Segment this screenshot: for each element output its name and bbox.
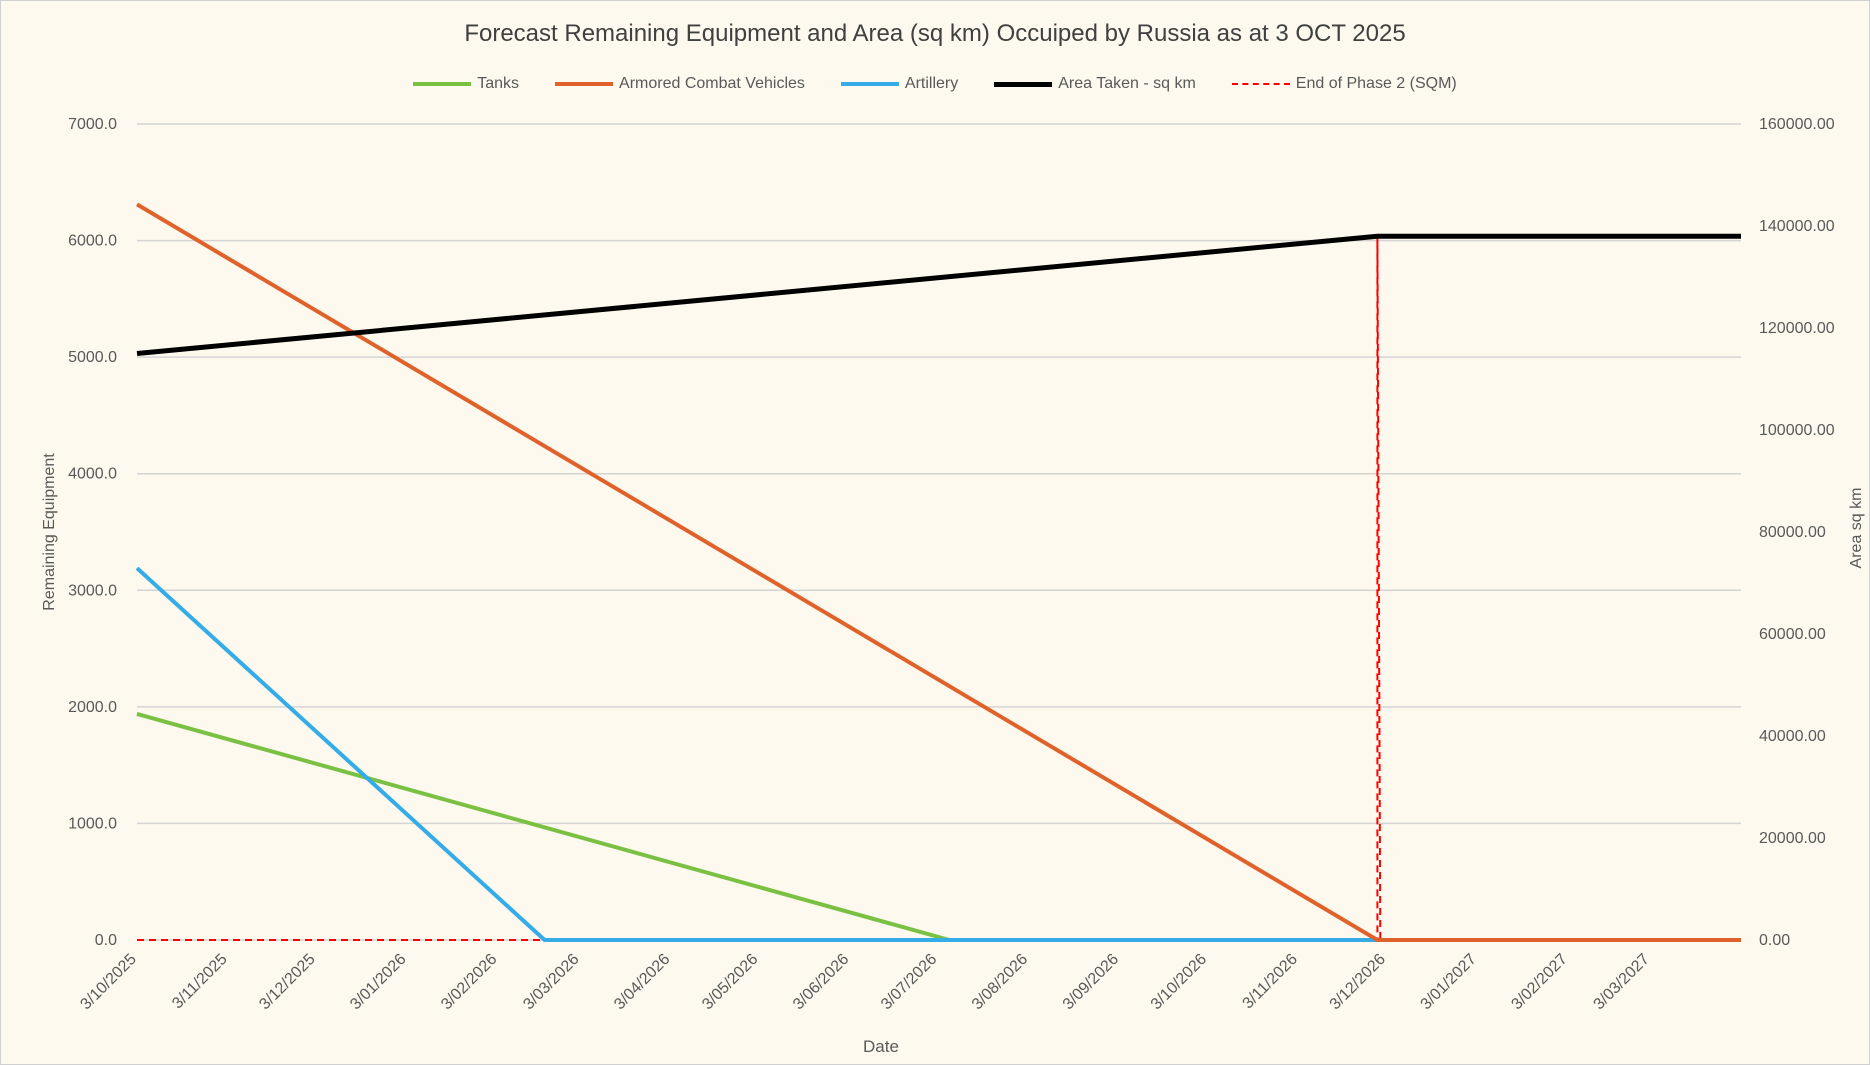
legend-label: Area Taken - sq km (1058, 75, 1196, 92)
y2-tick-label: 20000.00 (1759, 830, 1826, 847)
y2-tick-label: 160000.00 (1759, 116, 1835, 133)
series-line-area-taken-sq-km (136, 233, 1741, 356)
x-tick-label: 3/06/2026 (790, 951, 852, 1013)
legend-item: Artillery (840, 75, 959, 93)
y2-tick-label: 60000.00 (1759, 626, 1826, 643)
x-tick-label: 3/01/2027 (1418, 951, 1480, 1013)
y-axis-title: Remaining Equipment (41, 453, 58, 611)
x-tick-label: 3/09/2026 (1060, 951, 1122, 1013)
x-tick-label: 3/01/2026 (347, 951, 409, 1013)
y2-tick-label: 140000.00 (1759, 218, 1835, 235)
y-tick-label: 6000.0 (68, 233, 117, 250)
legend-swatch (555, 82, 614, 86)
legend-swatch (413, 82, 472, 86)
x-tick-label: 3/11/2026 (1240, 951, 1302, 1013)
legend-label: Artillery (904, 75, 959, 92)
x-tick-label: 3/02/2026 (438, 951, 500, 1013)
legend-swatch (840, 82, 899, 86)
x-tick-label: 3/12/2025 (256, 951, 318, 1013)
x-tick-label: 3/03/2026 (520, 951, 582, 1013)
legend-item: Armored Combat Vehicles (555, 75, 805, 93)
y-tick-label: 2000.0 (68, 699, 117, 716)
y2-tick-label: 120000.00 (1759, 320, 1835, 337)
series-line-end-of-phase-2-sqm- (137, 235, 1741, 941)
y-tick-label: 1000.0 (68, 815, 117, 832)
y-tick-label: 5000.0 (68, 349, 117, 366)
legend-label: End of Phase 2 (SQM) (1295, 75, 1457, 92)
x-tick-label: 3/04/2026 (611, 951, 673, 1013)
legend-label: Tanks (477, 75, 520, 92)
x-tick-label: 3/11/2025 (169, 951, 231, 1013)
y-tick-label: 3000.0 (68, 582, 117, 599)
x-tick-label: 3/02/2027 (1508, 951, 1570, 1013)
x-tick-label: 3/10/2025 (77, 951, 139, 1013)
x-tick-label: 3/12/2026 (1327, 951, 1389, 1013)
series-line-tanks (136, 711, 1741, 942)
legend-label: Armored Combat Vehicles (619, 75, 805, 92)
legend-item: Tanks (413, 75, 519, 93)
y2-tick-label: 0.00 (1759, 932, 1790, 949)
x-tick-label: 3/05/2026 (699, 951, 761, 1013)
x-axis-title: Date (863, 1037, 899, 1056)
x-tick-label: 3/03/2027 (1591, 951, 1653, 1013)
y2-axis-title: Area sq km (1848, 488, 1865, 569)
x-tick-label: 3/07/2026 (878, 951, 940, 1013)
series-line-artillery (135, 566, 1741, 942)
y-tick-label: 4000.0 (68, 466, 117, 483)
legend-swatch (1231, 83, 1290, 85)
y2-tick-label: 100000.00 (1759, 422, 1835, 439)
legend-item: Area Taken - sq km (994, 75, 1196, 93)
chart-title: Forecast Remaining Equipment and Area (s… (464, 20, 1406, 47)
y-tick-label: 0.0 (95, 932, 117, 949)
y-tick-label: 7000.0 (68, 116, 117, 133)
legend-item: End of Phase 2 (SQM) (1231, 75, 1457, 93)
y2-tick-label: 40000.00 (1759, 728, 1826, 745)
legend-swatch (994, 81, 1053, 87)
y2-tick-label: 80000.00 (1759, 524, 1826, 541)
legend: Tanks Armored Combat Vehicles Artillery Are… (0, 75, 1870, 93)
x-tick-label: 3/08/2026 (969, 951, 1031, 1013)
series-line-armored-combat-vehicles (135, 202, 1741, 942)
x-tick-label: 3/10/2026 (1148, 951, 1210, 1013)
